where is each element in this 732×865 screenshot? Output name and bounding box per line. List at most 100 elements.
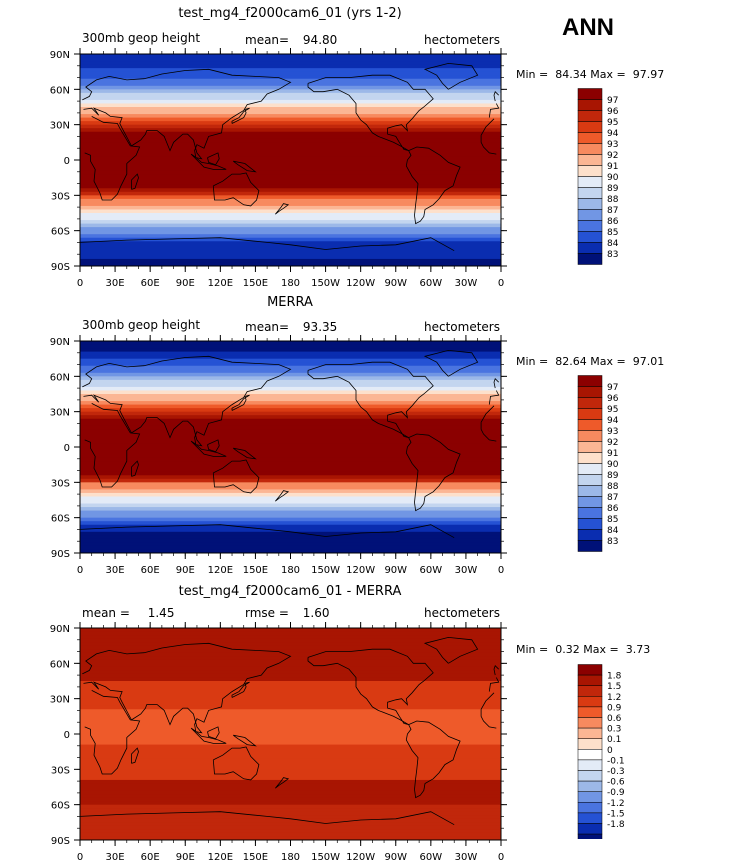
map-band xyxy=(80,372,501,377)
map-band xyxy=(80,642,501,647)
map-band xyxy=(80,248,501,253)
coastline xyxy=(493,377,499,389)
colorbar-swatch xyxy=(577,791,603,803)
map-band xyxy=(80,195,501,200)
map-band xyxy=(80,549,501,553)
map-band xyxy=(80,379,501,384)
lat-tick-label: 30N xyxy=(50,408,70,419)
map-band xyxy=(80,528,501,533)
map-band xyxy=(80,145,501,150)
coastline xyxy=(82,355,292,447)
colorbar-swatch xyxy=(577,176,603,188)
map-band xyxy=(80,628,501,633)
colorbar-swatch xyxy=(577,452,603,464)
coastline xyxy=(80,811,291,820)
coastline xyxy=(488,390,500,405)
lon-tick-label: 120E xyxy=(208,278,233,289)
panel-1-map: 90N 60N 30N 0 30S 60S 90S 0 30E 60E 90E 120E 150E 180… xyxy=(50,48,507,289)
colorbar-swatch xyxy=(577,99,603,111)
lat-tick-label: 90S xyxy=(51,262,70,273)
coastline xyxy=(405,433,461,512)
map-band xyxy=(80,390,501,395)
lon-tick-label: 180 xyxy=(281,278,300,289)
lat-tick-label: 60S xyxy=(51,514,70,525)
colorbar-label: 97 xyxy=(607,96,618,106)
map-band xyxy=(80,230,501,235)
map-band xyxy=(80,545,501,551)
coastline xyxy=(290,811,455,826)
map-band xyxy=(80,117,501,122)
coastline xyxy=(290,524,455,539)
map-band xyxy=(80,670,501,675)
map-band xyxy=(80,237,501,242)
map-band xyxy=(80,135,501,140)
coastline xyxy=(274,777,290,789)
colorbar-label: -0.1 xyxy=(607,756,625,766)
map-band xyxy=(80,439,501,445)
map-band xyxy=(80,737,501,742)
lon-tick-label: 0 xyxy=(498,565,504,576)
panel-2-title: MERRA xyxy=(267,295,313,310)
map-band xyxy=(80,787,501,792)
colorbar-label: 92 xyxy=(607,438,618,448)
colorbar-swatch xyxy=(577,780,603,792)
colorbar-label: -0.3 xyxy=(607,767,625,777)
map-band xyxy=(80,386,501,392)
colorbar-swatch xyxy=(577,121,603,133)
map-band xyxy=(80,57,501,62)
coastline xyxy=(232,447,257,460)
coastline xyxy=(423,636,479,664)
colorbar-swatch xyxy=(577,463,603,475)
map-band xyxy=(80,663,501,668)
map-band xyxy=(80,765,501,770)
map-band xyxy=(80,755,501,760)
map-band xyxy=(80,709,501,714)
lon-tick-label: 150W xyxy=(311,278,340,289)
map-band xyxy=(80,198,501,203)
map-band xyxy=(80,92,501,97)
colorbar-label: 91 xyxy=(607,449,618,459)
map-band xyxy=(80,631,501,636)
map-band xyxy=(80,418,501,423)
map-band xyxy=(80,500,501,505)
colorbar-label: 86 xyxy=(607,217,619,227)
colorbar-swatch xyxy=(577,706,603,718)
map-band xyxy=(80,804,501,809)
panel-1-mean-value: 94.80 xyxy=(302,33,338,47)
colorbar-swatch xyxy=(577,375,603,387)
map-band xyxy=(80,677,501,682)
map-band xyxy=(80,723,501,728)
map-band xyxy=(80,649,501,654)
map-band xyxy=(80,131,501,136)
map-band xyxy=(80,475,501,480)
lat-tick-label: 90N xyxy=(50,337,70,348)
panel-1-title: test_mg4_f2000cam6_01 (yrs 1-2) xyxy=(178,6,402,21)
coastline xyxy=(307,74,434,151)
map-band xyxy=(80,776,501,781)
map-band xyxy=(80,510,501,515)
map-band xyxy=(80,492,501,498)
colorbar-swatch xyxy=(577,518,603,530)
map-band xyxy=(80,341,501,346)
panel-1-variable-label: 300mb geop height xyxy=(82,31,201,45)
coastline xyxy=(290,237,455,252)
colorbar-label: 84 xyxy=(607,239,619,249)
map-band xyxy=(80,471,501,476)
colorbar-swatch xyxy=(577,397,603,409)
panel-3-minmax: Min = 0.32 Max = 3.73 xyxy=(516,643,651,656)
colorbar-swatch xyxy=(577,253,603,265)
map-band xyxy=(80,461,501,466)
colorbar-label: 94 xyxy=(607,416,619,426)
coastline xyxy=(423,62,479,90)
coastline xyxy=(207,152,220,166)
colorbar-label: 96 xyxy=(607,107,619,117)
map-band xyxy=(80,666,501,671)
map-band xyxy=(80,174,501,179)
panel-1-units: hectometers xyxy=(424,33,500,47)
map-band xyxy=(80,521,501,526)
panel-3-colorbar: 1.81.51.20.90.60.30.10-0.1-0.3-0.6-0.9-1… xyxy=(577,664,625,839)
lat-tick-label: 60N xyxy=(50,372,70,383)
map-band xyxy=(80,422,501,427)
map-band xyxy=(80,251,501,256)
